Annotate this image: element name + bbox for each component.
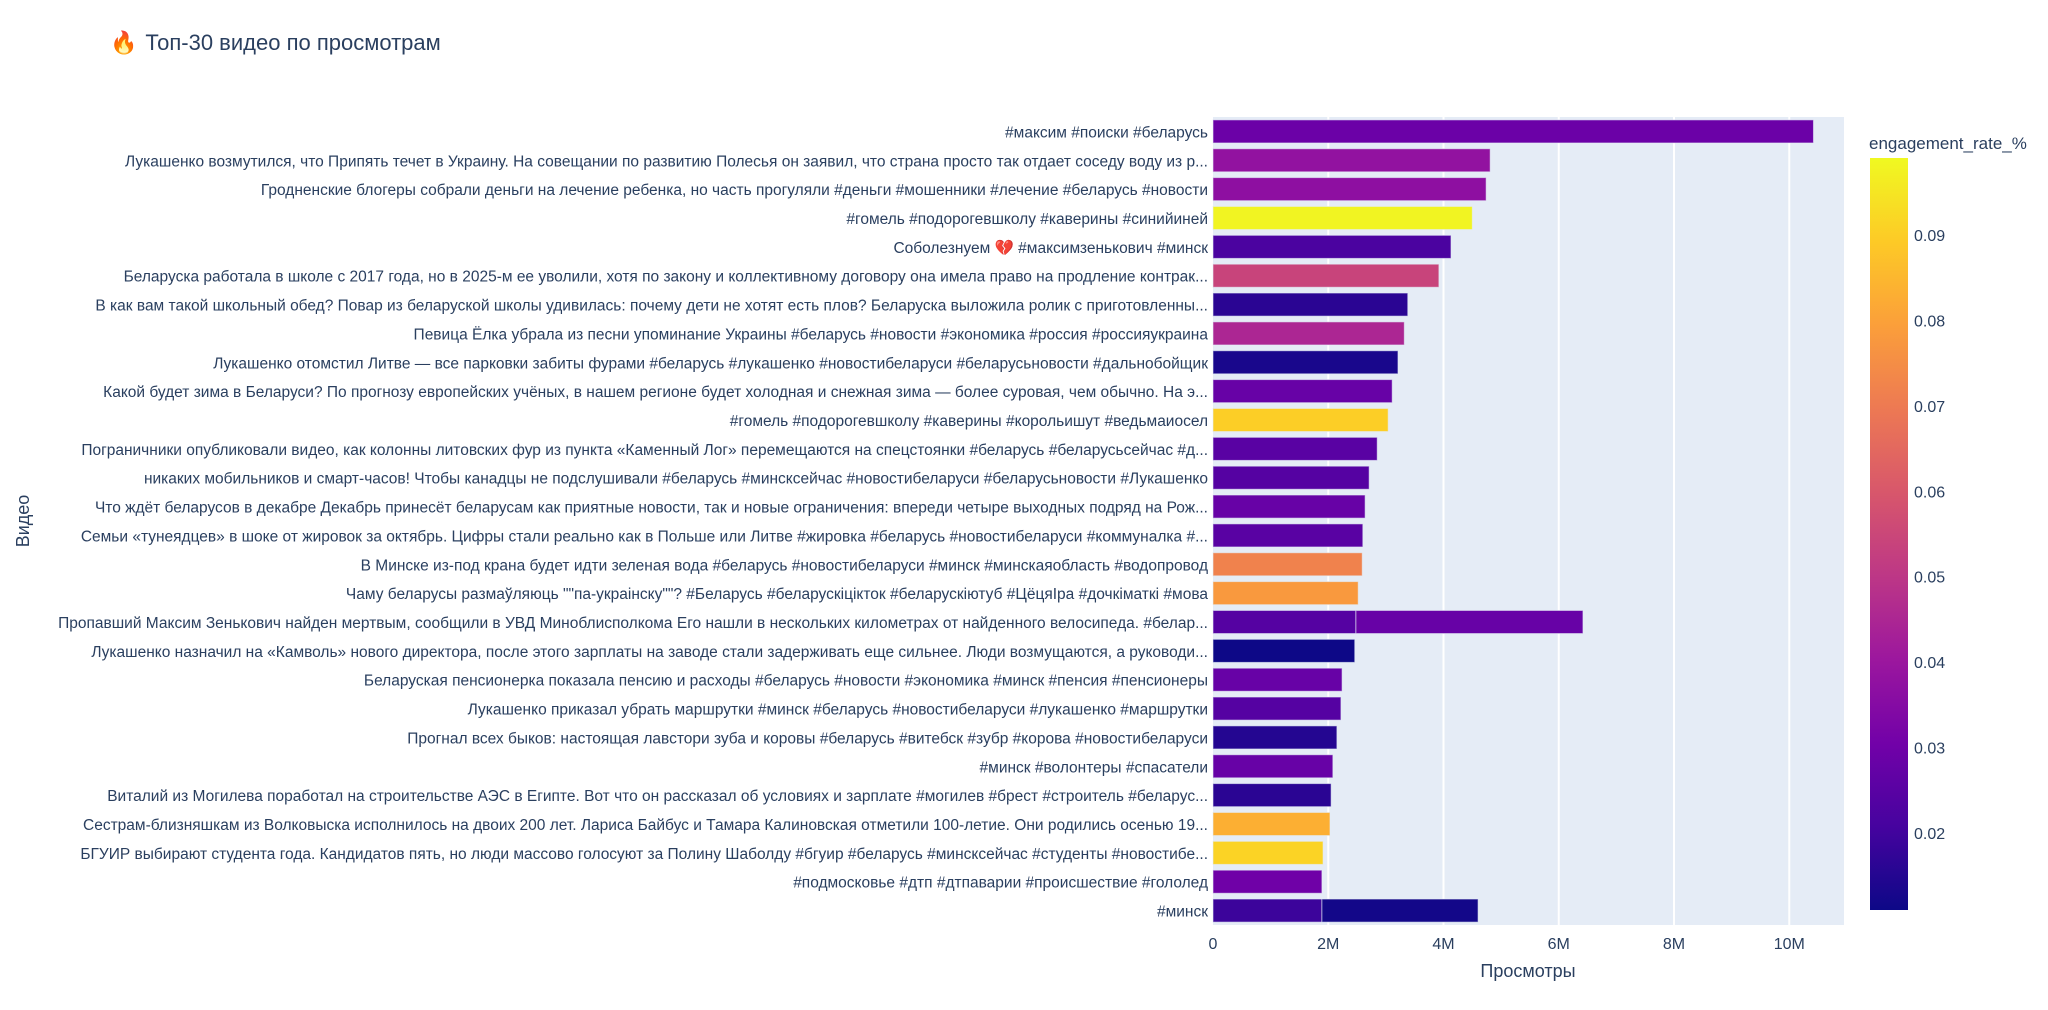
colorbar-tick-label: 0.08: [1914, 313, 1945, 330]
bar[interactable]: [1212, 350, 1399, 375]
bar[interactable]: [1212, 552, 1363, 577]
bar[interactable]: [1212, 436, 1378, 461]
bar[interactable]: [1212, 523, 1364, 548]
colorbar-ticks: 0.02 0.03 0.04 0.05 0.06 0.07 0.08 0.09: [1914, 228, 1945, 843]
colorbar-tick-label: 0.07: [1914, 399, 1945, 416]
bar[interactable]: [1212, 494, 1366, 519]
bar[interactable]: [1212, 205, 1473, 231]
y-tick-label: Лукашенко отомстил Литве — все парковки …: [213, 355, 1208, 372]
bar[interactable]: [1212, 725, 1338, 750]
y-tick-label: #максим #поиски #беларусь: [1005, 124, 1208, 141]
bar[interactable]: [1355, 609, 1584, 635]
colorbar-tick-label: 0.04: [1914, 655, 1945, 672]
y-tick-label: Лукашенко назначил на «Камволь» нового д…: [91, 644, 1208, 661]
bar[interactable]: [1212, 840, 1324, 865]
y-tick-label: Какой будет зима в Беларуси? По прогнозу…: [103, 384, 1208, 401]
bar[interactable]: [1212, 119, 1814, 144]
y-tick-label: #гомель #подорогевшколу #каверины #корол…: [730, 413, 1208, 430]
bar[interactable]: [1212, 148, 1491, 173]
x-tick-label: 0: [1209, 936, 1218, 953]
x-tick-label: 6M: [1548, 936, 1570, 953]
colorbar-tick-label: 0.03: [1914, 741, 1945, 758]
y-tick-label: #гомель #подорогевшколу #каверины #синий…: [846, 211, 1208, 228]
y-tick-label: Чаму беларусы размаўляюць ""па-украінску…: [346, 586, 1208, 603]
y-tick-label: БГУИР выбирают студента года. Кандидатов…: [80, 846, 1208, 863]
chart-title-text: Топ-30 видео по просмотрам: [145, 30, 441, 55]
bar[interactable]: [1212, 465, 1370, 490]
x-tick-label: 2M: [1317, 936, 1339, 953]
fire-icon: 🔥: [110, 30, 138, 55]
colorbar-tick-label: 0.09: [1914, 228, 1945, 245]
bar[interactable]: [1212, 898, 1323, 923]
bar[interactable]: [1212, 869, 1323, 894]
bar[interactable]: [1212, 638, 1356, 663]
colorbar-title: engagement_rate_%: [1869, 134, 2027, 153]
y-tick-label: никаких мобильников и смарт-часов! Чтобы…: [144, 471, 1208, 488]
x-tick-labels: 0 2M 4M 6M 8M 10M: [1209, 936, 1805, 953]
y-tick-label: #подмосковье #дтп #дтпаварии #происшеств…: [793, 875, 1208, 892]
bar[interactable]: [1212, 811, 1331, 837]
y-tick-label: #минск: [1157, 904, 1208, 921]
y-tick-label: Семьи «тунеядцев» в шоке от жировок за о…: [81, 528, 1208, 545]
bar[interactable]: [1212, 177, 1487, 202]
y-tick-label: #минск #волонтеры #спасатели: [980, 759, 1208, 776]
y-tick-label: Пропавший Максим Зенькович найден мертвы…: [58, 615, 1208, 632]
y-tick-label: Соболезнуем 💔 #максимзенькович #минск: [893, 239, 1208, 257]
y-tick-label: Прогнал всех быков: настоящая лавстори з…: [407, 730, 1208, 747]
y-tick-label: В как вам такой школьный обед? Повар из …: [95, 298, 1208, 315]
bar[interactable]: [1212, 783, 1332, 808]
y-tick-label: Лукашенко возмутился, что Припять течет …: [125, 153, 1208, 170]
bar[interactable]: [1212, 379, 1393, 404]
bars: [1212, 119, 1814, 923]
x-axis-title: Просмотры: [1480, 961, 1575, 981]
bar[interactable]: [1212, 667, 1343, 692]
y-tick-label: Виталий из Могилева поработал на строите…: [107, 788, 1208, 805]
bar[interactable]: [1212, 263, 1440, 288]
y-tick-label: Беларуска работала в школе с 2017 года, …: [124, 269, 1208, 286]
y-tick-label: Певица Ёлка убрала из песни упоминание У…: [414, 326, 1209, 343]
colorbar-tick-label: 0.06: [1914, 484, 1945, 501]
y-tick-label: Гродненские блогеры собрали деньги на ле…: [261, 182, 1208, 199]
x-tick-label: 4M: [1432, 936, 1454, 953]
bar[interactable]: [1212, 234, 1452, 259]
y-tick-label: В Минске из-под крана будет идти зеленая…: [361, 557, 1208, 574]
bar[interactable]: [1321, 898, 1479, 923]
bar[interactable]: [1212, 407, 1389, 433]
bar[interactable]: [1212, 321, 1405, 346]
colorbar-tick-label: 0.02: [1914, 826, 1945, 843]
y-tick-labels: #максим #поиски #беларусь Лукашенко возму…: [58, 124, 1208, 920]
bar[interactable]: [1212, 696, 1342, 721]
colorbar-tick-label: 0.05: [1914, 570, 1945, 587]
bar[interactable]: [1212, 609, 1357, 635]
y-axis-title: Видео: [13, 495, 33, 548]
colorbar: [1870, 158, 1908, 910]
bar[interactable]: [1212, 292, 1409, 317]
bar[interactable]: [1212, 754, 1334, 779]
y-tick-label: Пограничники опубликовали видео, как кол…: [81, 442, 1208, 459]
bar[interactable]: [1212, 581, 1359, 606]
y-tick-label: Сестрам-близняшкам из Волковыска исполни…: [83, 817, 1208, 834]
chart-title: 🔥 Топ-30 видео по просмотрам: [110, 30, 441, 56]
y-tick-label: Лукашенко приказал убрать маршрутки #мин…: [468, 702, 1208, 719]
y-tick-label: Что ждёт беларусов в декабре Декабрь при…: [95, 500, 1208, 517]
x-tick-label: 10M: [1774, 936, 1805, 953]
x-tick-label: 8M: [1663, 936, 1685, 953]
y-tick-label: Беларуская пенсионерка показала пенсию и…: [364, 673, 1208, 690]
